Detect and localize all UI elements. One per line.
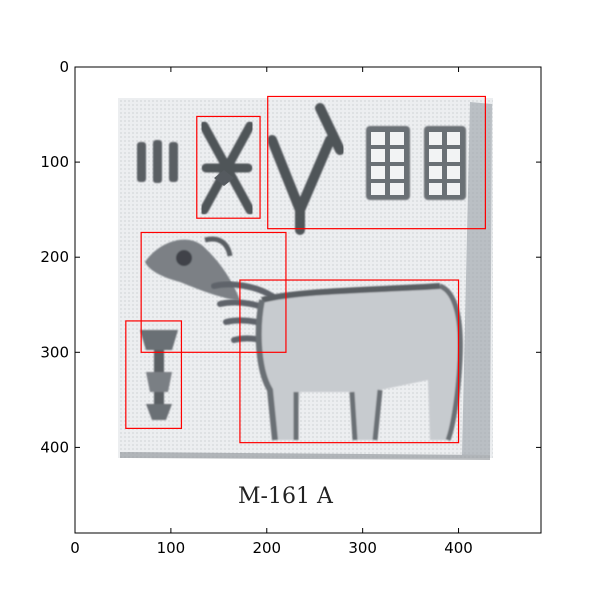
x-tick-label: 300 [348,539,377,557]
y-tick-label: 300 [40,343,69,361]
x-tick-label: 200 [252,539,281,557]
x-tick-label: 400 [444,539,473,557]
sign-jars-box [267,95,486,230]
annotation-boxes [125,95,486,444]
y-tick-label: 400 [40,438,69,456]
standard-box [125,320,183,429]
animal-body-box [239,279,460,444]
x-tick-label: 100 [157,539,186,557]
x-tick-label: 0 [70,539,80,557]
sign-strokes-box [196,115,261,219]
y-tick-label: 0 [59,58,69,76]
axis-ticks: 0 100 200 300 400 0 100 200 300 400 [40,58,541,557]
seal-caption: M-161 A [238,484,334,509]
animal-head-box [140,231,287,353]
y-tick-label: 200 [40,248,69,266]
y-tick-label: 100 [40,153,69,171]
axes-frame [74,66,542,534]
seal-image: M-161 A [118,98,493,509]
